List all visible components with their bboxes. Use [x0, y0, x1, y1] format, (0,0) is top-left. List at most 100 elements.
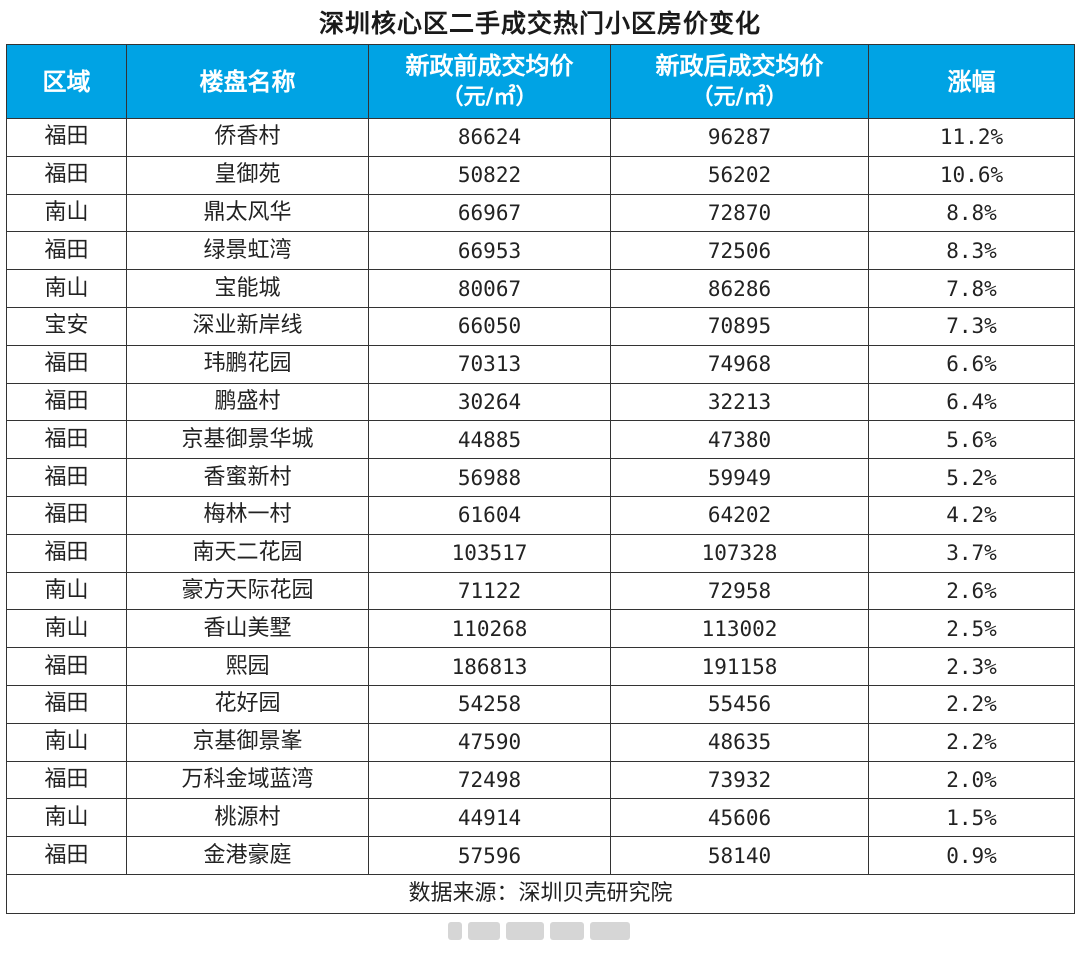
cell-estate-name: 皇御苑: [126, 155, 369, 195]
cell-district: 南山: [6, 722, 127, 762]
cell-increase: 2.6%: [868, 571, 1075, 611]
column-header-label: 涨幅: [947, 67, 996, 96]
cell-estate-name: 绿景虹湾: [126, 231, 369, 271]
cell-price-after: 113002: [610, 609, 869, 649]
table-row: 福田 香蜜新村 56988 59949 5.2%: [6, 458, 1075, 497]
cell-district: 南山: [6, 571, 127, 611]
cell-estate-name: 熙园: [126, 647, 369, 686]
table-row: 福田 京基御景华城 44885 47380 5.6%: [6, 420, 1075, 460]
cell-increase: 8.3%: [868, 231, 1075, 271]
cell-estate-name: 鹏盛村: [126, 382, 369, 422]
cell-price-before: 56988: [368, 458, 611, 497]
cell-district: 福田: [6, 647, 127, 686]
cell-price-after: 64202: [610, 495, 869, 535]
cell-estate-name: 深业新岸线: [126, 306, 369, 346]
cell-price-after: 56202: [610, 155, 869, 195]
cell-estate-name: 鼎太风华: [126, 193, 369, 233]
cell-price-before: 110268: [368, 609, 611, 649]
watermark-block: [550, 922, 584, 940]
cell-district: 福田: [6, 382, 127, 422]
cell-price-after: 32213: [610, 382, 869, 422]
cell-price-after: 55456: [610, 684, 869, 724]
watermark-block: [448, 922, 462, 940]
cell-estate-name: 万科金域蓝湾: [126, 760, 369, 800]
cell-estate-name: 花好园: [126, 684, 369, 724]
watermark: [448, 918, 632, 942]
cell-district: 宝安: [6, 306, 127, 346]
cell-increase: 6.4%: [868, 382, 1075, 422]
table-row: 福田 南天二花园 103517 107328 3.7%: [6, 533, 1075, 573]
cell-district: 福田: [6, 458, 127, 497]
table-row: 福田 鹏盛村 30264 32213 6.4%: [6, 382, 1075, 422]
cell-district: 福田: [6, 533, 127, 573]
watermark-block: [506, 922, 544, 940]
table-title: 深圳核心区二手成交热门小区房价变化: [318, 9, 761, 38]
cell-increase: 2.5%: [868, 609, 1075, 649]
cell-increase: 4.2%: [868, 495, 1075, 535]
cell-district: 福田: [6, 155, 127, 195]
cell-estate-name: 宝能城: [126, 269, 369, 308]
cell-estate-name: 桃源村: [126, 798, 369, 838]
cell-price-before: 71122: [368, 571, 611, 611]
column-header-price-after: 新政后成交均价 （元/㎡）: [610, 44, 869, 119]
column-header-label: 新政后成交均价: [655, 51, 824, 80]
cell-district: 南山: [6, 609, 127, 649]
table-row: 福田 玮鹏花园 70313 74968 6.6%: [6, 344, 1075, 384]
source-note: 数据来源：深圳贝壳研究院: [6, 873, 1075, 914]
cell-price-after: 74968: [610, 344, 869, 384]
cell-increase: 2.2%: [868, 722, 1075, 762]
cell-increase: 0.9%: [868, 836, 1075, 875]
column-header-unit: （元/㎡）: [441, 84, 538, 110]
table-row: 南山 鼎太风华 66967 72870 8.8%: [6, 193, 1075, 233]
column-header-unit: （元/㎡）: [691, 84, 788, 110]
cell-price-before: 50822: [368, 155, 611, 195]
table-row: 福田 花好园 54258 55456 2.2%: [6, 684, 1075, 724]
column-header-label: 新政前成交均价: [405, 51, 574, 80]
table-row: 福田 侨香村 86624 96287 11.2%: [6, 118, 1075, 157]
column-header-label: 楼盘名称: [199, 67, 296, 96]
table-row: 福田 梅林一村 61604 64202 4.2%: [6, 495, 1075, 535]
cell-increase: 7.3%: [868, 306, 1075, 346]
cell-increase: 5.6%: [868, 420, 1075, 460]
cell-price-before: 186813: [368, 647, 611, 686]
table-row: 南山 桃源村 44914 45606 1.5%: [6, 798, 1075, 838]
cell-increase: 2.2%: [868, 684, 1075, 724]
cell-increase: 3.7%: [868, 533, 1075, 573]
cell-price-before: 44885: [368, 420, 611, 460]
cell-estate-name: 豪方天际花园: [126, 571, 369, 611]
cell-district: 南山: [6, 193, 127, 233]
cell-price-before: 66953: [368, 231, 611, 271]
cell-district: 福田: [6, 231, 127, 271]
cell-estate-name: 京基御景峯: [126, 722, 369, 762]
column-header-district: 区域: [6, 44, 127, 119]
cell-increase: 7.8%: [868, 269, 1075, 308]
cell-price-before: 57596: [368, 836, 611, 875]
cell-district: 福田: [6, 495, 127, 535]
cell-district: 福田: [6, 118, 127, 157]
cell-increase: 5.2%: [868, 458, 1075, 497]
column-header-price-before: 新政前成交均价 （元/㎡）: [368, 44, 611, 119]
table-row: 福田 金港豪庭 57596 58140 0.9%: [6, 836, 1075, 875]
cell-price-after: 72506: [610, 231, 869, 271]
cell-increase: 8.8%: [868, 193, 1075, 233]
cell-price-after: 96287: [610, 118, 869, 157]
cell-price-after: 59949: [610, 458, 869, 497]
cell-district: 南山: [6, 269, 127, 308]
cell-price-before: 80067: [368, 269, 611, 308]
table-header-row: 区域 楼盘名称 新政前成交均价 （元/㎡） 新政后成交均价 （元/㎡） 涨幅: [6, 44, 1075, 119]
column-header-label: 区域: [42, 67, 91, 96]
cell-price-before: 86624: [368, 118, 611, 157]
table-row: 南山 香山美墅 110268 113002 2.5%: [6, 609, 1075, 649]
cell-price-after: 72870: [610, 193, 869, 233]
column-header-estate-name: 楼盘名称: [126, 44, 369, 119]
cell-estate-name: 玮鹏花园: [126, 344, 369, 384]
cell-price-after: 47380: [610, 420, 869, 460]
cell-price-before: 47590: [368, 722, 611, 762]
table-row: 福田 熙园 186813 191158 2.3%: [6, 647, 1075, 686]
table-row: 宝安 深业新岸线 66050 70895 7.3%: [6, 306, 1075, 346]
cell-price-after: 107328: [610, 533, 869, 573]
cell-price-before: 66967: [368, 193, 611, 233]
table-row: 南山 豪方天际花园 71122 72958 2.6%: [6, 571, 1075, 611]
cell-price-after: 45606: [610, 798, 869, 838]
cell-price-after: 70895: [610, 306, 869, 346]
